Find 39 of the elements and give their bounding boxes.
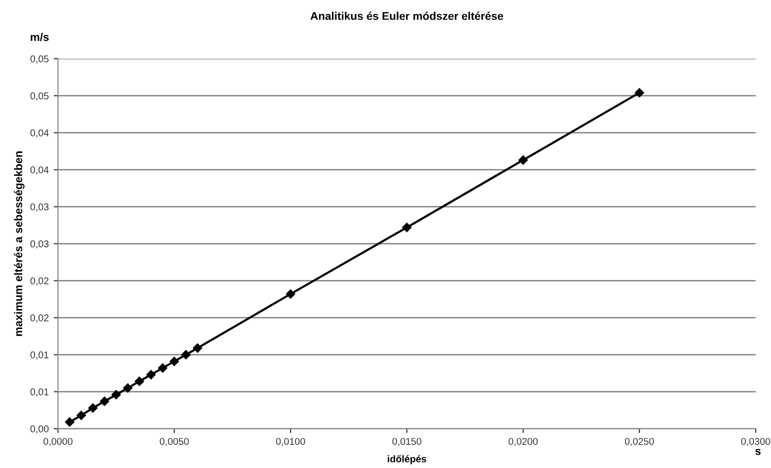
y-tick-label: 0,05 [30, 55, 49, 64]
y-tick-label: 0,01 [30, 351, 48, 360]
y-tick-label: 0,00 [30, 425, 49, 434]
x-tick-label: 0,0300 [741, 438, 770, 446]
point [286, 289, 296, 299]
text: s [755, 448, 761, 455]
point [65, 417, 74, 427]
point [158, 363, 168, 373]
x-tick-label: 0,0000 [44, 438, 72, 446]
point [170, 356, 179, 366]
y-tick-label: 0,01 [30, 388, 48, 396]
point [112, 390, 121, 400]
point [88, 403, 98, 413]
point [134, 376, 144, 386]
point [634, 88, 644, 98]
point [518, 155, 528, 165]
point [192, 343, 202, 353]
text: m/s [30, 32, 49, 42]
y-tick-label: 0,02 [30, 277, 48, 286]
point [146, 370, 156, 380]
y-tick-label: 0,03 [30, 240, 49, 248]
x-axis-title: időlépés [388, 455, 426, 464]
x-tick-label: 0,0150 [392, 438, 422, 446]
x-tick-label: 0,0100 [276, 438, 306, 446]
y-axis-title: maximum eltérés a sebességekben [14, 151, 24, 336]
chart-title: Analitikus és Euler módszer eltérése [310, 12, 504, 20]
x-tick-label: 0,0050 [160, 438, 189, 446]
y-tick-label: 0,04 [30, 129, 49, 138]
y-tick-label: 0,03 [30, 203, 49, 212]
point [123, 383, 132, 393]
x-tick-label: 0,0250 [624, 438, 654, 446]
point [402, 222, 412, 232]
y-tick-label: 0,05 [30, 92, 49, 100]
x-tick-label: 0,0200 [508, 438, 538, 446]
point [181, 350, 191, 360]
point [76, 410, 86, 420]
y-tick-label: 0,02 [30, 314, 48, 322]
point [100, 396, 110, 406]
y-tick-label: 0,04 [30, 166, 49, 174]
